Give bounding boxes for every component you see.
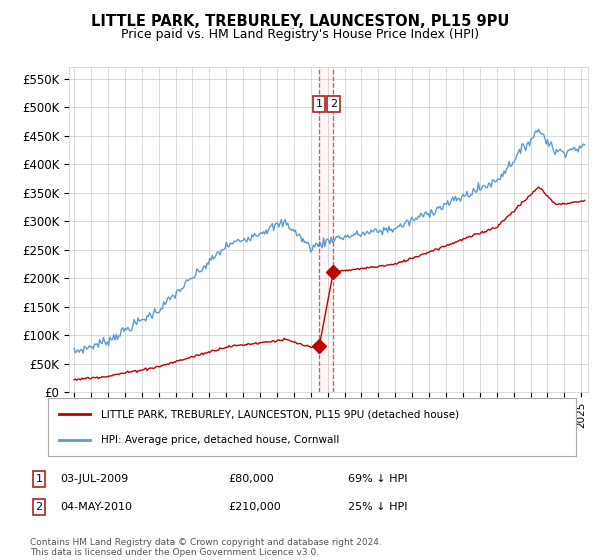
Text: £80,000: £80,000 bbox=[228, 474, 274, 484]
Text: HPI: Average price, detached house, Cornwall: HPI: Average price, detached house, Corn… bbox=[101, 435, 339, 445]
Text: LITTLE PARK, TREBURLEY, LAUNCESTON, PL15 9PU: LITTLE PARK, TREBURLEY, LAUNCESTON, PL15… bbox=[91, 14, 509, 29]
Text: Price paid vs. HM Land Registry's House Price Index (HPI): Price paid vs. HM Land Registry's House … bbox=[121, 28, 479, 41]
Text: 1: 1 bbox=[35, 474, 43, 484]
Text: 04-MAY-2010: 04-MAY-2010 bbox=[60, 502, 132, 512]
Text: 1: 1 bbox=[316, 99, 323, 109]
Text: 03-JUL-2009: 03-JUL-2009 bbox=[60, 474, 128, 484]
Text: 69% ↓ HPI: 69% ↓ HPI bbox=[348, 474, 407, 484]
Text: 25% ↓ HPI: 25% ↓ HPI bbox=[348, 502, 407, 512]
Text: 2: 2 bbox=[35, 502, 43, 512]
Text: Contains HM Land Registry data © Crown copyright and database right 2024.
This d: Contains HM Land Registry data © Crown c… bbox=[30, 538, 382, 557]
Text: LITTLE PARK, TREBURLEY, LAUNCESTON, PL15 9PU (detached house): LITTLE PARK, TREBURLEY, LAUNCESTON, PL15… bbox=[101, 409, 459, 419]
Text: £210,000: £210,000 bbox=[228, 502, 281, 512]
Text: 2: 2 bbox=[329, 99, 337, 109]
Bar bbox=[319, 67, 333, 392]
